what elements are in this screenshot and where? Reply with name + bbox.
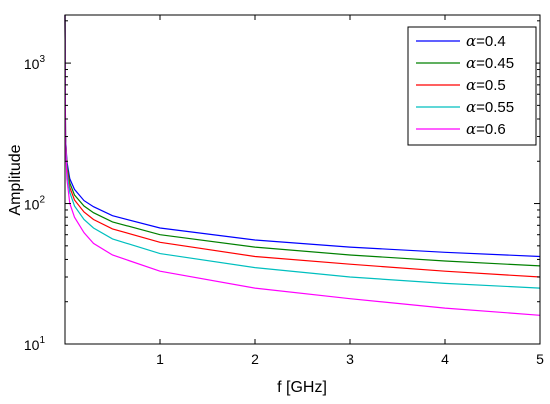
legend: α=0.4α=0.45α=0.5α=0.55α=0.6 — [407, 26, 537, 146]
y-tick-label-0: 101 — [24, 335, 46, 353]
x-axis-label: f [GHz] — [277, 379, 327, 396]
legend-alpha-2: α — [466, 76, 476, 94]
y-tick-label-1: 102 — [24, 195, 46, 213]
legend-value-1: =0.45 — [476, 55, 514, 72]
legend-label-2: α=0.5 — [466, 76, 506, 94]
legend-label-0: α=0.4 — [466, 32, 506, 50]
legend-box — [407, 26, 537, 146]
legend-label-1: α=0.45 — [466, 54, 514, 72]
y-tick-label-2: 103 — [24, 54, 46, 72]
y-axis-label: Amplitude — [7, 144, 24, 215]
legend-label-3: α=0.55 — [466, 98, 514, 116]
y-tick-base-1: 10 — [24, 197, 40, 213]
legend-value-3: =0.55 — [476, 99, 514, 116]
legend-alpha-3: α — [466, 98, 476, 116]
x-tick-label-3: 4 — [441, 351, 449, 367]
legend-alpha-1: α — [466, 54, 476, 72]
legend-value-4: =0.6 — [476, 121, 506, 138]
y-tick-base-0: 10 — [24, 337, 40, 353]
legend-alpha-0: α — [466, 32, 476, 50]
x-tick-label-0: 1 — [156, 351, 164, 367]
y-tick-exponent-0: 1 — [39, 335, 45, 346]
legend-value-2: =0.5 — [476, 77, 506, 94]
series-line-4 — [64, 14, 541, 316]
legend-alpha-4: α — [466, 120, 476, 138]
x-tick-label-2: 3 — [346, 351, 354, 367]
legend-label-4: α=0.6 — [466, 120, 506, 138]
y-tick-base-2: 10 — [24, 56, 40, 72]
plot-frame — [64, 14, 541, 345]
x-tick-label-1: 2 — [251, 351, 259, 367]
x-tick-label-4: 5 — [536, 351, 544, 367]
y-tick-exponent-2: 3 — [39, 54, 45, 65]
y-tick-exponent-1: 2 — [39, 195, 45, 206]
legend-value-0: =0.4 — [476, 33, 506, 50]
